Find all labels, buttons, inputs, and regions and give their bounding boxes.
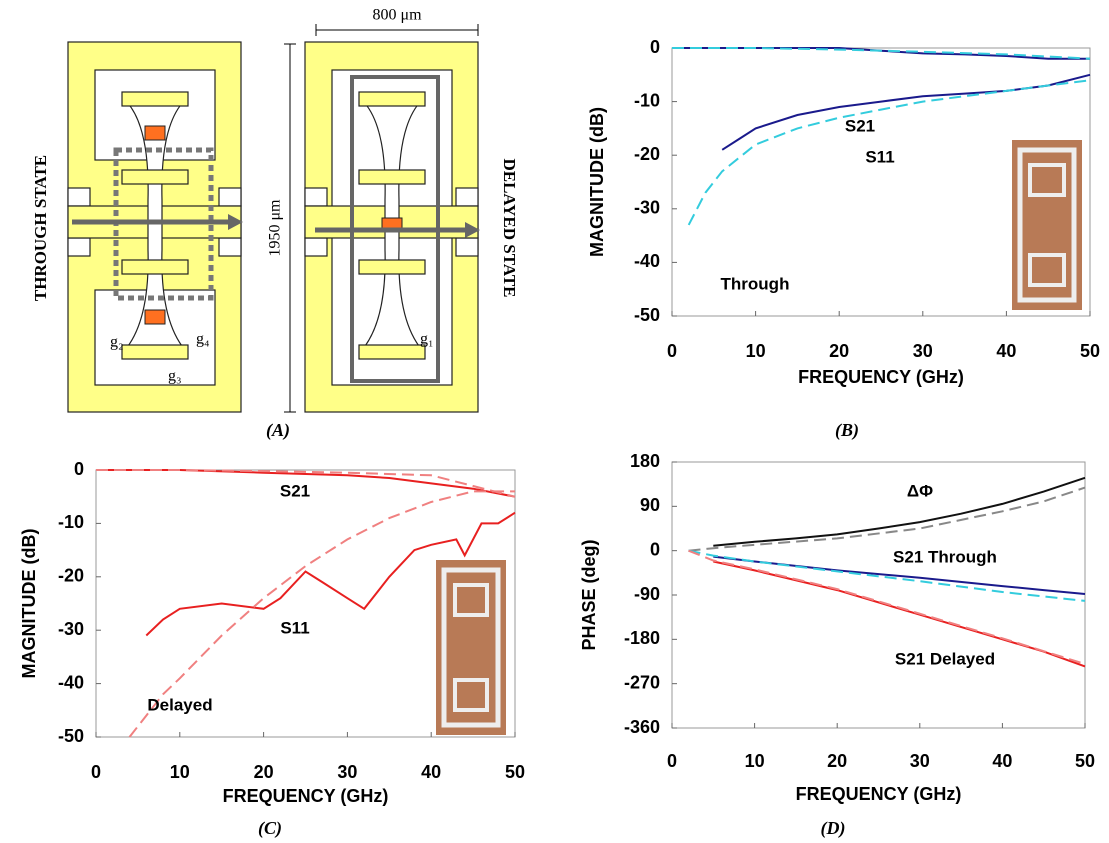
y-tick-label: -20 [58, 566, 84, 586]
y-tick-label: -10 [58, 512, 84, 532]
y-tick-label: -30 [634, 198, 660, 218]
y-tick-label: -30 [58, 619, 84, 639]
x-tick-label: 30 [337, 762, 357, 782]
x-tick-label: 10 [746, 341, 766, 361]
y-tick-label: -180 [624, 628, 660, 648]
annotation: S21 Delayed [895, 649, 995, 668]
diagram: 800 μm 1950 μm THROUGH STATE DELAYED STA… [31, 7, 519, 441]
panel-label: (B) [835, 420, 859, 441]
x-axis-title: FREQUENCY (GHz) [796, 784, 962, 804]
annotation: Through [721, 274, 790, 293]
y-tick-label: 180 [630, 451, 660, 471]
x-axis-title: FREQUENCY (GHz) [798, 367, 964, 387]
y-tick-label: -10 [634, 90, 660, 110]
gap-label: g₄ [196, 331, 210, 348]
state-label: THROUGH STATE [31, 155, 50, 301]
x-tick-label: 20 [827, 751, 847, 771]
x-tick-label: 10 [170, 762, 190, 782]
inset-photos [436, 140, 1082, 735]
x-tick-label: 50 [505, 762, 525, 782]
series-line [672, 47, 1091, 60]
annotation: Delayed [147, 695, 212, 714]
y-tick-label: -40 [634, 251, 660, 271]
y-tick-label: -40 [58, 672, 84, 692]
series-line [687, 79, 1091, 226]
height-label: 1950 μm [267, 199, 284, 257]
x-tick-label: 30 [910, 751, 930, 771]
series-line [688, 549, 1086, 665]
x-tick-label: 0 [667, 341, 677, 361]
x-axis-title: FREQUENCY (GHz) [223, 786, 389, 806]
y-tick-label: -360 [624, 717, 660, 737]
width-label: 800 μm [372, 7, 422, 24]
x-tick-label: 40 [421, 762, 441, 782]
state-label: DELAYED STATE [500, 158, 519, 297]
x-tick-label: 20 [829, 341, 849, 361]
y-tick-label: 90 [640, 495, 660, 515]
x-tick-label: 50 [1075, 751, 1095, 771]
y-tick-label: -20 [634, 144, 660, 164]
annotation: S11 [280, 618, 309, 637]
y-tick-label: 0 [650, 539, 660, 559]
panel-label: (C) [258, 818, 282, 839]
x-tick-label: 30 [913, 341, 933, 361]
x-tick-label: 0 [91, 762, 101, 782]
y-tick-label: 0 [650, 37, 660, 57]
panel-label: (A) [266, 420, 290, 441]
y-tick-label: -270 [624, 672, 660, 692]
panel-label: (D) [821, 818, 846, 839]
series-line [688, 486, 1086, 552]
series-line [713, 476, 1086, 547]
annotation: S21 [280, 481, 310, 500]
series-line [688, 549, 1086, 602]
x-tick-label: 10 [745, 751, 765, 771]
x-tick-label: 20 [254, 762, 274, 782]
plot-frame [671, 47, 1091, 317]
series-line [721, 73, 1091, 151]
gap-label: g₁ [420, 331, 434, 348]
series-line [96, 469, 516, 498]
y-axis-title: MAGNITUDE (dB) [19, 529, 39, 679]
plot-frame [95, 469, 516, 738]
annotation: S21 [845, 116, 875, 135]
annotation: S21 Through [893, 547, 997, 566]
y-tick-label: -90 [634, 584, 660, 604]
y-axis-title: MAGNITUDE (dB) [587, 107, 607, 257]
y-axis-title: PHASE (deg) [579, 539, 599, 650]
gap-label: g₃ [168, 368, 182, 385]
series-line [672, 47, 1090, 60]
x-tick-label: 40 [996, 341, 1016, 361]
y-tick-label: -50 [58, 726, 84, 746]
x-tick-label: 50 [1080, 341, 1100, 361]
plot-frame [671, 461, 1086, 729]
y-tick-label: -50 [634, 305, 660, 325]
annotation: ΔΦ [907, 481, 933, 500]
annotation: S11 [865, 147, 894, 166]
gap-label: g₂ [110, 334, 124, 351]
series-line [128, 490, 515, 738]
x-tick-label: 0 [667, 751, 677, 771]
series-line [145, 511, 516, 637]
series-line [713, 555, 1086, 595]
y-tick-label: 0 [74, 459, 84, 479]
x-tick-label: 40 [992, 751, 1012, 771]
